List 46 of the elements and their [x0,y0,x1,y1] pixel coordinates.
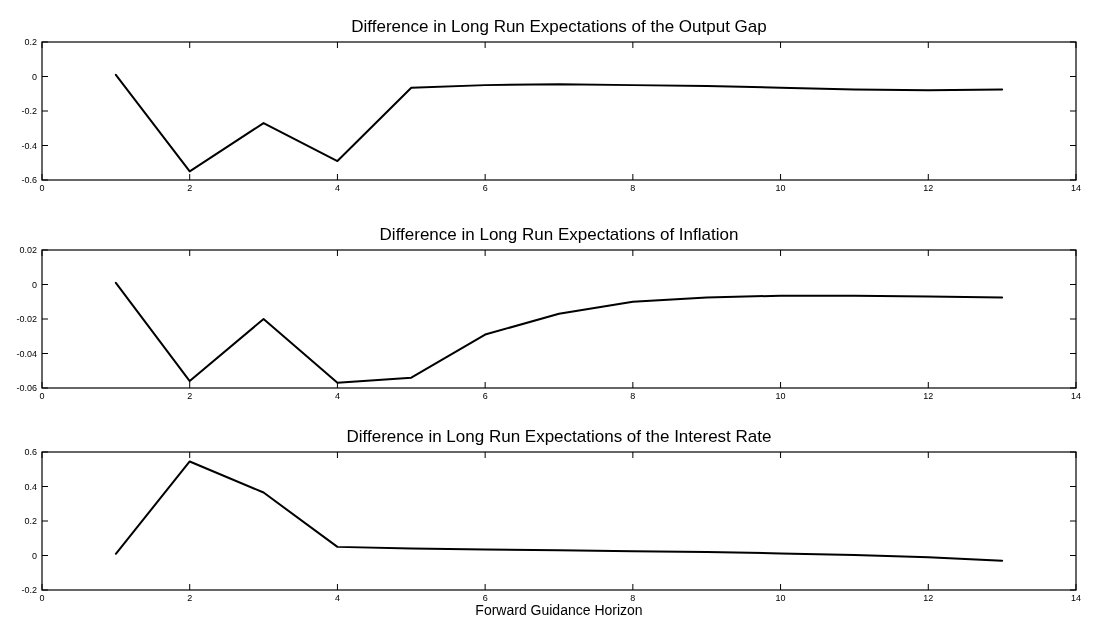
y-tick-label: -0.02 [16,314,37,324]
x-tick-label: 12 [923,183,934,193]
line-series [114,281,1004,384]
y-tick-label: -0.6 [21,175,37,185]
x-tick-label: 6 [482,183,488,193]
x-tick-label: 2 [187,593,193,603]
x-tick-label: 4 [334,391,340,401]
x-tick-label: 14 [1070,391,1082,401]
x-tick-label: 8 [630,593,636,603]
x-tick-label: 14 [1070,183,1082,193]
y-tick-label: -0.04 [16,348,37,359]
line-series [114,73,1004,173]
chart-title: Difference in Long Run Expectations of the Output Gap [351,17,767,36]
x-tick-label: 14 [1070,593,1082,603]
y-tick-label: -0.06 [16,383,37,393]
x-tick-label: 8 [630,183,636,193]
x-tick-label: 6 [482,391,488,401]
x-axis-title: Forward Guidance Horizon [475,602,643,618]
x-tick-label: 12 [923,593,934,603]
x-tick-label: 0 [39,391,45,401]
x-tick-label: 6 [482,593,488,603]
x-tick-label: 0 [39,183,45,193]
chart-title: Difference in Long Run Expectations of the Interest Rate [346,427,772,446]
x-tick-label: 2 [187,391,193,401]
line-series [114,460,1004,562]
y-tick-label: -0.2 [21,585,37,595]
x-tick-label: 0 [39,593,45,603]
y-tick-label: 0 [31,279,37,290]
x-tick-label: 10 [775,593,786,603]
x-tick-label: 4 [334,183,340,193]
y-tick-label: 0.6 [24,447,37,457]
y-tick-label: 0 [31,71,37,82]
y-tick-label: 0.2 [24,516,37,526]
x-tick-label: 10 [775,183,786,193]
x-tick-label: 12 [923,391,934,401]
y-tick-label: -0.2 [21,106,37,116]
y-tick-label: -0.4 [21,140,37,151]
y-tick-label: 0.02 [19,245,37,255]
x-tick-label: 10 [775,391,786,401]
x-tick-label: 4 [334,593,340,603]
y-tick-label: 0.2 [24,37,37,47]
y-tick-label: 0 [31,550,37,561]
x-tick-label: 8 [630,391,636,401]
chart-title: Difference in Long Run Expectations of Inflation [379,225,739,244]
y-tick-label: 0.4 [24,481,37,492]
x-tick-label: 2 [187,183,193,193]
